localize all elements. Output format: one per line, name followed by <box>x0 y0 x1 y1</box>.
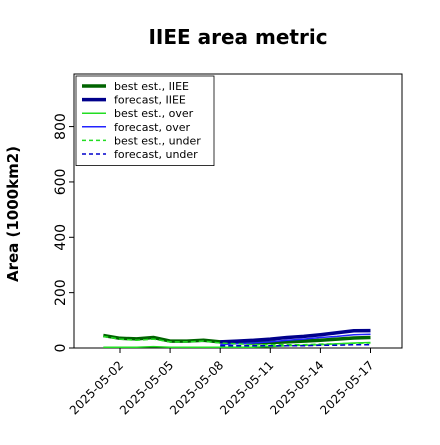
series-group <box>103 328 371 348</box>
legend-label: best est., IIEE <box>114 80 189 93</box>
chart-title: IIEE area metric <box>148 25 327 49</box>
y-axis-label: Area (1000km2) <box>4 146 22 282</box>
series-line-2 <box>220 328 371 344</box>
x-tick-label: 2025-05-17 <box>317 358 376 417</box>
y-tick-label: 0 <box>53 344 69 353</box>
series-line-6 <box>220 343 371 347</box>
series-line-4 <box>220 333 371 346</box>
y-tick-label: 600 <box>53 169 69 196</box>
legend-label: best est., over <box>114 107 194 120</box>
series-line-5 <box>103 335 371 346</box>
legend-box <box>75 75 215 166</box>
legend-label: forecast, over <box>114 121 190 134</box>
plot-area-frame <box>73 73 403 349</box>
legend-label: forecast, IIEE <box>114 94 186 107</box>
y-tick-label: 400 <box>53 224 69 251</box>
y-tick-label: 200 <box>53 279 69 306</box>
x-axis-ticks: 2025-05-022025-05-052025-05-082025-05-11… <box>67 348 377 417</box>
y-tick-label: 800 <box>53 113 69 140</box>
legend-label: forecast, under <box>114 148 198 161</box>
series-line-3 <box>103 341 371 348</box>
legend-label: best est., under <box>114 134 201 147</box>
y-axis-ticks: 0 200 400 600 800 <box>53 113 74 352</box>
